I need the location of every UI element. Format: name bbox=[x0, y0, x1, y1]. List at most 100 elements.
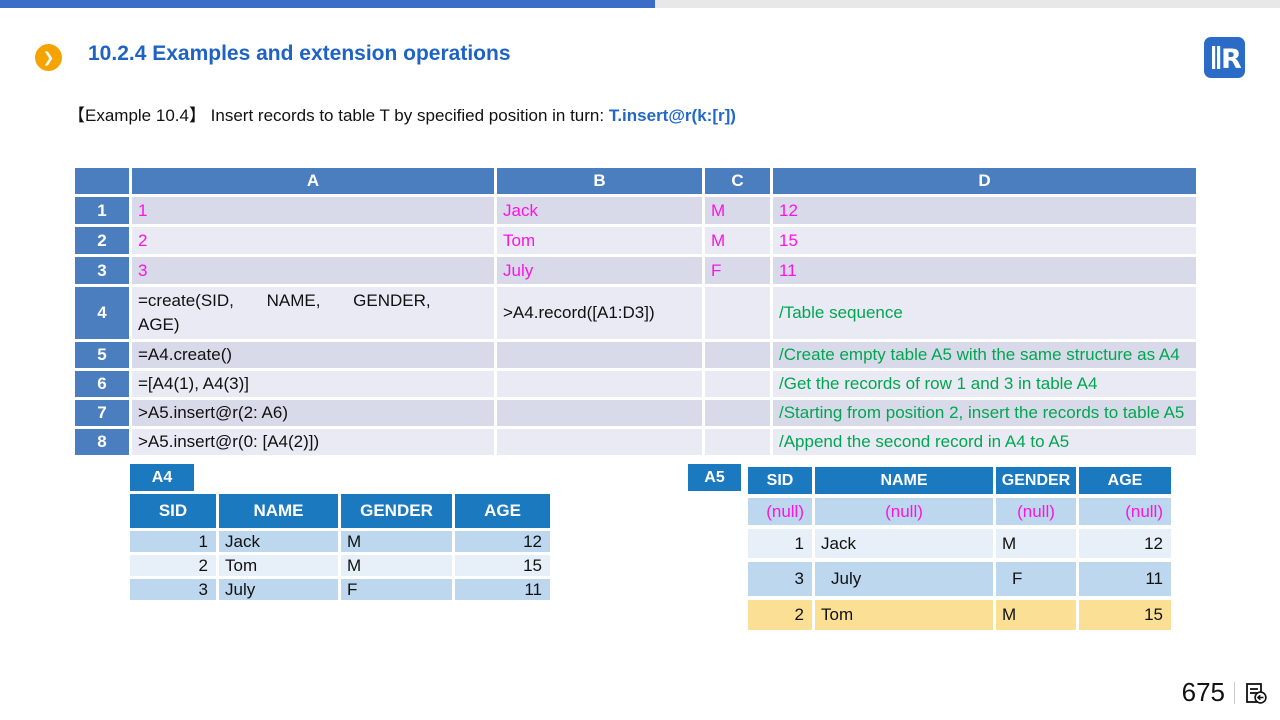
cell-b7 bbox=[497, 400, 702, 426]
cell-c1: M bbox=[705, 197, 770, 224]
topbar-accent bbox=[0, 0, 655, 8]
a4-cell: 11 bbox=[455, 579, 550, 600]
a4-cell: M bbox=[341, 531, 452, 552]
column-header-c: C bbox=[705, 168, 770, 194]
cell-a5: =A4.create() bbox=[132, 342, 494, 368]
cell-b3: July bbox=[497, 257, 702, 284]
a5-highlighted-cell: M bbox=[996, 600, 1076, 630]
a5-cell: 3 bbox=[748, 562, 812, 596]
a5-null-cell: (null) bbox=[996, 498, 1076, 525]
cell-b4: >A4.record([A1:D3]) bbox=[497, 287, 702, 339]
a5-cell: 11 bbox=[1079, 562, 1171, 596]
a5-cell: July bbox=[815, 562, 993, 596]
a4-cell: 3 bbox=[130, 579, 216, 600]
column-header-a: A bbox=[132, 168, 494, 194]
row-number-cell: 1 bbox=[75, 197, 129, 224]
a5-header-gender: GENDER bbox=[996, 467, 1076, 494]
a4-tab-label: A4 bbox=[130, 464, 194, 491]
section-chevron-icon: ❯ bbox=[35, 44, 62, 71]
column-header-b: B bbox=[497, 168, 702, 194]
cell-c2: M bbox=[705, 227, 770, 254]
a4-cell: 2 bbox=[130, 555, 216, 576]
row-number-cell: 5 bbox=[75, 342, 129, 368]
cell-a4: =create(SID, NAME, GENDER, AGE) bbox=[132, 287, 494, 339]
example-line: 【Example 10.4】 Insert records to table T… bbox=[68, 101, 736, 126]
a5-null-cell: (null) bbox=[1079, 498, 1171, 525]
cell-c7 bbox=[705, 400, 770, 426]
a4-cell: M bbox=[341, 555, 452, 576]
a4-cell: 15 bbox=[455, 555, 550, 576]
a4-cell: Tom bbox=[219, 555, 338, 576]
back-to-contents-icon[interactable] bbox=[1244, 681, 1268, 705]
topbar-background bbox=[655, 0, 1280, 8]
a5-cell: M bbox=[996, 529, 1076, 558]
a4-cell: 12 bbox=[455, 531, 550, 552]
row-number-cell: 6 bbox=[75, 371, 129, 397]
a4-header-name: NAME bbox=[219, 494, 338, 528]
a4-cell: 1 bbox=[130, 531, 216, 552]
a5-header-name: NAME bbox=[815, 467, 993, 494]
a5-tab-label: A5 bbox=[688, 464, 741, 491]
a5-null-cell: (null) bbox=[815, 498, 993, 525]
spreadsheet: A B C D 1 1 Jack M 12 2 2 Tom M 15 3 3 J… bbox=[75, 168, 1196, 455]
cell-d1: 12 bbox=[773, 197, 1196, 224]
example-text: Insert records to table T by specified p… bbox=[205, 106, 609, 125]
row-number-cell: 2 bbox=[75, 227, 129, 254]
cell-a3: 3 bbox=[132, 257, 494, 284]
cell-b1: Jack bbox=[497, 197, 702, 224]
cell-a7: >A5.insert@r(2: A6) bbox=[132, 400, 494, 426]
a5-header-sid: SID bbox=[748, 467, 812, 494]
a5-null-cell: (null) bbox=[748, 498, 812, 525]
a5-cell: 12 bbox=[1079, 529, 1171, 558]
cell-b5 bbox=[497, 342, 702, 368]
row-number-cell: 7 bbox=[75, 400, 129, 426]
cell-c5 bbox=[705, 342, 770, 368]
corner-header-cell bbox=[75, 168, 129, 194]
cell-c6 bbox=[705, 371, 770, 397]
a5-highlighted-cell: 2 bbox=[748, 600, 812, 630]
a5-cell: F bbox=[996, 562, 1076, 596]
a5-header-age: AGE bbox=[1079, 467, 1171, 494]
svg-text:R: R bbox=[1221, 44, 1242, 75]
a5-highlighted-cell: Tom bbox=[815, 600, 993, 630]
cell-c4 bbox=[705, 287, 770, 339]
a4-header-gender: GENDER bbox=[341, 494, 452, 528]
a4-cell: F bbox=[341, 579, 452, 600]
footer-divider bbox=[1234, 681, 1235, 704]
cell-d4: /Table sequence bbox=[773, 287, 1196, 339]
a5-table: SID NAME GENDER AGE (null) (null) (null)… bbox=[748, 467, 1171, 630]
cell-b6 bbox=[497, 371, 702, 397]
cell-a8: >A5.insert@r(0: [A4(2)]) bbox=[132, 429, 494, 455]
a4-cell: July bbox=[219, 579, 338, 600]
cell-c8 bbox=[705, 429, 770, 455]
row-number-cell: 8 bbox=[75, 429, 129, 455]
a4-header-sid: SID bbox=[130, 494, 216, 528]
a5-cell: 1 bbox=[748, 529, 812, 558]
footer: 675 bbox=[1182, 677, 1268, 708]
row-number-cell: 4 bbox=[75, 287, 129, 339]
a4-header-age: AGE bbox=[455, 494, 550, 528]
page-number: 675 bbox=[1181, 677, 1225, 707]
cell-d5: /Create empty table A5 with the same str… bbox=[773, 342, 1196, 368]
cell-d2: 15 bbox=[773, 227, 1196, 254]
example-label: 【Example 10.4】 bbox=[68, 106, 206, 125]
a4-table: SID NAME GENDER AGE 1 Jack M 12 2 Tom M … bbox=[130, 494, 550, 600]
column-header-d: D bbox=[773, 168, 1196, 194]
cell-b2: Tom bbox=[497, 227, 702, 254]
row-number-cell: 3 bbox=[75, 257, 129, 284]
a5-highlighted-cell: 15 bbox=[1079, 600, 1171, 630]
cell-a1: 1 bbox=[132, 197, 494, 224]
cell-a6: =[A4(1), A4(3)] bbox=[132, 371, 494, 397]
page-title: 10.2.4 Examples and extension operations bbox=[88, 42, 511, 65]
a5-cell: Jack bbox=[815, 529, 993, 558]
cell-b8 bbox=[497, 429, 702, 455]
cell-a2: 2 bbox=[132, 227, 494, 254]
cell-d8: /Append the second record in A4 to A5 bbox=[773, 429, 1196, 455]
cell-d6: /Get the records of row 1 and 3 in table… bbox=[773, 371, 1196, 397]
a4-cell: Jack bbox=[219, 531, 338, 552]
example-code: T.insert@r(k:[r]) bbox=[608, 106, 736, 125]
cell-d7: /Starting from position 2, insert the re… bbox=[773, 400, 1196, 426]
raqsoft-logo-icon: R bbox=[1204, 37, 1245, 78]
cell-d3: 11 bbox=[773, 257, 1196, 284]
